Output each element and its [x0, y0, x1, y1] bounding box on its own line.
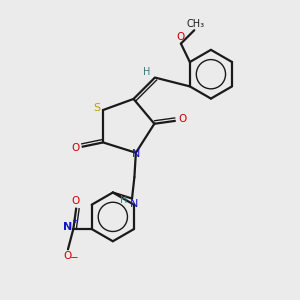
Text: O: O	[178, 114, 186, 124]
Text: S: S	[93, 103, 100, 112]
Text: N: N	[132, 149, 140, 159]
Text: +: +	[71, 216, 78, 225]
Text: N: N	[130, 199, 139, 209]
Text: O: O	[177, 32, 185, 42]
Text: H: H	[143, 67, 150, 77]
Text: −: −	[70, 253, 78, 262]
Text: O: O	[72, 196, 80, 206]
Text: CH₃: CH₃	[187, 19, 205, 29]
Text: H: H	[120, 195, 127, 205]
Text: O: O	[71, 143, 79, 153]
Text: N: N	[63, 222, 73, 232]
Text: O: O	[63, 251, 71, 261]
